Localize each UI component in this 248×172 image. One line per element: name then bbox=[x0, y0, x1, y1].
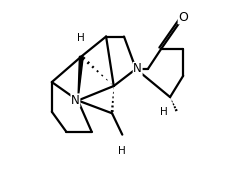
Text: N: N bbox=[133, 62, 142, 76]
Text: H: H bbox=[77, 33, 85, 43]
Text: H: H bbox=[160, 107, 168, 117]
Text: O: O bbox=[178, 11, 188, 24]
Polygon shape bbox=[78, 56, 83, 100]
Text: H: H bbox=[118, 146, 126, 156]
Text: N: N bbox=[71, 94, 80, 107]
